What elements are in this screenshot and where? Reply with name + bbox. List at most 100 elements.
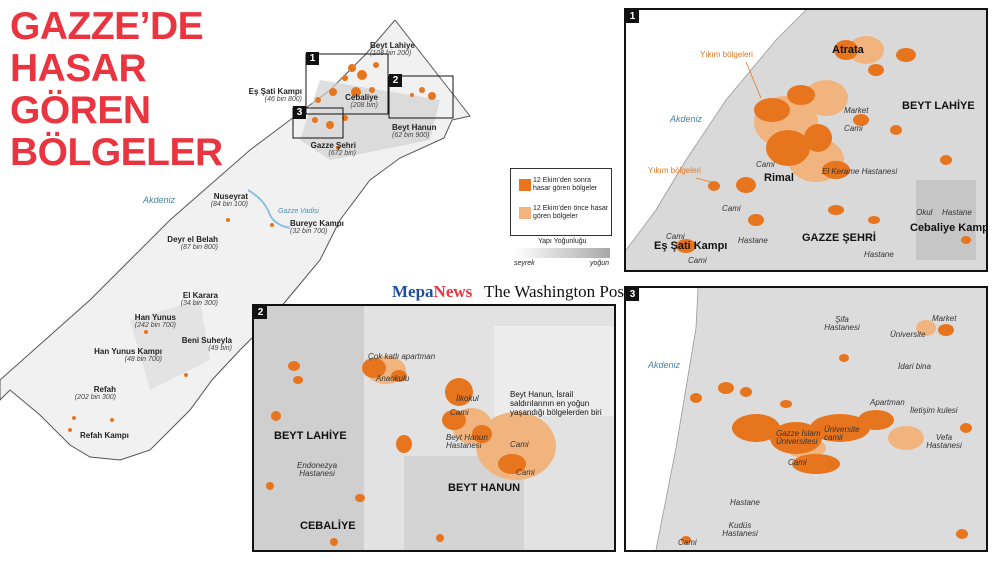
place-el-karara: El Karara (34 bin 300) [180,291,218,308]
panel-1-rimal: Rimal [764,172,794,184]
place-cebaliye: Cebaliye (208 bin) [345,93,378,110]
legend-density-high: yoğun [590,260,610,267]
title-line-4: BÖLGELER [10,131,223,174]
panel-3-poi-vefa: Vefa Hastanesi [926,433,962,450]
overview-box-2-number: 2 [389,74,402,87]
panel-3-poi-universite-camii: Üniversite camii [824,425,860,442]
panel-3-poi-idari-bina: İdari bina [898,362,931,371]
panel-1-poi-okul: Okul [916,208,933,217]
panel-3-poi-cami-1: Cami [788,458,807,467]
place-han-yunus: Han Yunus (242 bin 700) [134,313,176,330]
panel-1-poi-hastane-1: Hastane [738,236,768,245]
panel-1-destruction-label-top: Yıkım bölgeleri [700,50,753,59]
panel-1-poi-cami-3: Cami [722,204,741,213]
panel-3-poi-universite: Üniversite [890,330,926,339]
panel-1-es-sati-kampi: Eş Şati Kampı [654,240,728,252]
place-es-sati-kampi: Eş Şati Kampı (46 bin 800) [248,87,302,104]
title-line-3: GÖREN [10,89,151,132]
panel-3-poi-hastane: Hastane [730,498,760,507]
legend-before-label: 12 Ekim’den önce hasar gören bölgeler [533,205,609,220]
place-beyt-hanun: Beyt Hanun (62 bin 900) [392,123,437,140]
place-bureyc-kampi: Bureyc Kampı (32 bin 700) [290,219,344,236]
overview-box-1-number: 1 [306,52,319,65]
density-texture-2 [130,300,210,390]
legend-density-title: Yapı Yoğunluğu [538,238,587,245]
panel-3-sea-label: Akdeniz [648,360,681,370]
title-line-1: GAZZE’DE [10,5,204,48]
place-beyt-lahiye: Beyt Lahiye (108 bin 200) [370,41,415,58]
panel-2: 2 BEYT LAHİYE BEYT HANUN CEBALİYE Çok ka… [252,304,616,552]
overview-box-2 [388,75,454,119]
panel-1-poi-hastane-2: Hastane [942,208,972,217]
panel-2-map [254,306,614,550]
place-gazze-sehri: Gazze Şehri (672 bin) [310,141,356,158]
overview-box-3 [292,107,344,139]
legend-density-low: seyrek [514,260,535,267]
panel-2-poi-ilkokul: İlkokul [456,394,479,403]
place-han-yunus-kampi: Han Yunus Kampı (48 bin 700) [94,347,162,364]
panel-3-poi-sifa: Şifa Hastanesi [824,315,860,332]
panel-1-poi-cami-1: Cami [844,124,863,133]
panel-2-poi-apartman: Çok katlı apartman [368,352,436,361]
panel-1-poi-hastane-3: Hastane [864,250,894,259]
panel-1-poi-cami-2: Cami [756,160,775,169]
panel-2-poi-endonezya: Endonezya Hastanesi [296,461,338,478]
panel-3: 3 Akdeniz Şifa Hastanesi Üniversite Mark… [624,286,988,552]
panel-3-poi-kudus: Kudüs Hastanesi [722,521,758,538]
place-deyr-el-belah: Deyr el Belah (87 bin 800) [167,235,218,252]
title-line-2: HASAR [10,47,147,90]
panel-3-poi-cami-2: Cami [678,538,697,547]
panel-3-poi-iletisim: İletişim kulesi [910,406,958,415]
panel-1-poi-cami-5: Cami [688,256,707,265]
panel-1-sea-label: Akdeniz [670,114,703,124]
wadi-line [247,189,291,229]
density-texture [300,80,440,160]
panel-3-map [626,288,986,550]
legend-before-swatch [519,207,531,219]
panel-2-poi-cami-2: Cami [510,440,529,449]
place-beni-suheyla: Beni Suheyla (49 bin) [181,336,232,353]
overview-box-3-number: 3 [293,106,306,119]
overview-wadi-label: Gazze Vadisi [278,208,319,215]
washington-post-logo: The Washington Post [484,282,629,301]
panel-2-poi-anaokulu: Anaokulu [376,374,410,383]
panel-2-poi-hastane: Beyt Hanun Hastanesi [446,433,488,450]
panel-1-destruction-label-left: Yıkım bölgeleri [648,166,701,175]
panel-1: 1 Yıkım bölgeleri Yıkım bölgeleri Akdeni… [624,8,988,272]
overview-sea-label: Akdeniz [143,195,176,205]
panel-1-gazze-sehri: GAZZE ŞEHRİ [802,232,876,244]
mepa-news-logo: MepaNews [392,282,473,301]
panel-3-damage-after [681,324,972,544]
overview-box-1 [305,53,389,115]
panel-1-damage-after [676,40,971,253]
panel-2-number: 2 [254,306,267,319]
panel-2-annotation: Beyt Hanun, İsrail saldırılarının en yoğ… [510,390,602,417]
panel-1-poi-el-kerame: El Kerame Hastanesi [822,167,898,176]
overview-map [0,20,471,461]
panel-2-poi-cami-3: Cami [516,468,535,477]
panel-1-beyt-lahiye: BEYT LAHİYE [902,100,975,112]
place-refah-kampi: Refah Kampı [80,431,129,440]
panel-2-damage-after [266,358,526,546]
panel-2-poi-cami-1: Cami [450,408,469,417]
place-nuseyrat: Nuseyrat (84 bin 100) [210,192,248,209]
damage-spots [68,62,436,432]
legend-after-swatch [519,179,531,191]
panel-1-map [626,10,986,270]
panel-2-cebaliye: CEBALİYE [300,520,356,532]
panel-3-poi-apartman: Apartman [870,398,905,407]
panel-2-beyt-hanun: BEYT HANUN [448,482,521,494]
panel-3-number: 3 [626,288,639,301]
legend: 12 Ekim’den sonra hasar gören bölgeler 1… [508,168,612,272]
panel-3-poi-gazze-islam: Gazze İslam Üniversitesi [776,429,821,446]
panel-2-beyt-lahiye: BEYT LAHİYE [274,430,347,442]
place-refah: Refah (202 bin 300) [74,385,116,402]
panel-1-cebaliye-kampi: Cebaliye Kampı [910,222,988,234]
panel-1-poi-cami-4: Cami [666,232,685,241]
panel-1-poi-market: Market [844,106,869,115]
legend-density-bar [514,248,610,258]
panel-1-number: 1 [626,10,639,23]
legend-after-label: 12 Ekim’den sonra hasar gören bölgeler [533,177,598,192]
panel-1-atrata: Atrata [832,44,864,56]
legend-box: 12 Ekim’den sonra hasar gören bölgeler 1… [510,168,612,236]
